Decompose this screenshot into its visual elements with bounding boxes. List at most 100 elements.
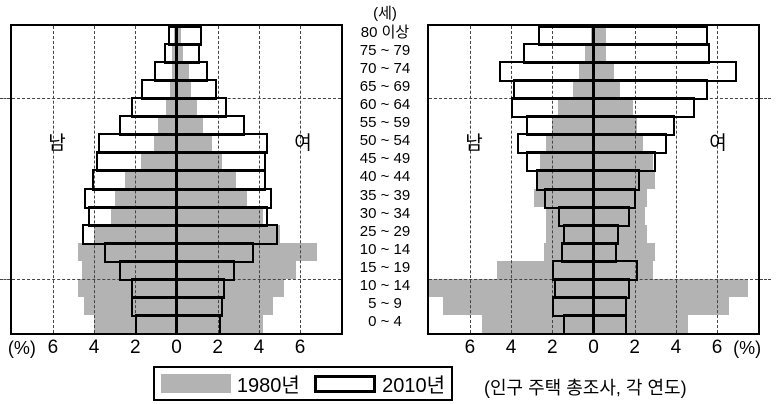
x-tick-label: 2 [130,337,141,358]
bar-1980-male-row11 [94,224,177,243]
bar-1980-male-row16 [482,314,594,333]
legend-swatch-2010 [313,374,377,393]
bar-1980-female-row14 [593,278,748,297]
bar-1980-male-row5 [552,116,594,135]
age-group-label: 40 ~ 44 [359,168,411,186]
bar-1980-female-row0 [176,26,181,45]
x-tick-label: 6 [47,337,59,358]
vertical-gridline [52,26,54,333]
bar-1980-male-row4 [166,98,177,117]
x-tick-label: 6 [464,337,476,358]
age-group-label: 60 ~ 64 [359,96,411,114]
bar-1980-male-row3 [170,80,177,99]
bar-1980-male-row9 [533,188,594,207]
bar-1980-male-row10 [546,206,594,225]
bar-1980-female-row9 [176,188,247,207]
male-label-left-pyramid: 남 [48,133,66,154]
x-tick-label: 0 [588,337,599,358]
bar-1980-male-row5 [157,116,177,135]
bar-1980-female-row4 [176,98,198,117]
bar-2010-female-row16 [175,313,221,333]
age-group-label: 15 ~ 19 [359,258,411,276]
bar-1980-male-row1 [172,44,177,63]
legend-label-1980: 1980년 [236,375,300,397]
bar-1980-male-row1 [585,44,594,63]
bar-1980-female-row12 [593,242,656,261]
x-tick-label: 4 [670,337,682,358]
bar-1980-male-row6 [153,134,177,153]
bar-1980-female-row11 [593,224,648,243]
gridline-stub [760,98,771,99]
bar-1980-male-row7 [141,152,177,171]
gridline-stub [760,279,771,280]
bar-1980-female-row13 [176,260,296,279]
bar-1980-male-row15 [83,296,177,315]
bar-1980-male-row2 [579,62,594,81]
bar-1980-male-row2 [172,62,177,81]
bar-1980-female-row2 [593,62,615,81]
vertical-gridline [552,26,554,333]
bar-1980-female-row5 [593,116,637,135]
pyramid-right-plot: 남 여 [427,24,760,335]
age-group-label: 30 ~ 34 [359,204,411,222]
age-group-label: 5 ~ 9 [368,294,402,312]
bar-1980-male-row13 [81,260,177,279]
x-tick-label: 2 [212,337,223,358]
x-tick-label: 6 [711,337,723,358]
bar-1980-female-row8 [593,170,656,189]
bar-1980-male-row4 [558,98,594,117]
x-tick-label: 2 [629,337,640,358]
age-group-label: 25 ~ 29 [359,222,411,240]
bar-1980-female-row13 [593,260,654,279]
bar-1980-female-row16 [593,314,689,333]
bar-2010-female-row16 [592,313,628,333]
bar-1980-female-row7 [593,152,654,171]
vertical-gridline [717,26,719,333]
bar-1980-male-row13 [496,260,594,279]
bar-1980-male-row14 [77,278,177,297]
bar-1980-female-row15 [593,296,730,315]
bar-1980-female-row8 [176,170,237,189]
age-axis: 80 이상 75 ~ 79 70 ~ 74 65 ~ 69 60 ~ 64 55 ~ 59… [343,24,427,335]
bar-1980-male-row6 [546,134,594,153]
bar-1980-female-row2 [176,62,189,81]
legend-label-2010: 2010년 [382,375,445,397]
bar-1980-male-row12 [544,242,594,261]
bar-1980-female-row10 [593,206,645,225]
age-unit-label: (세) [373,5,397,22]
age-group-label: 35 ~ 39 [359,186,411,204]
percent-unit-label: (%) [7,338,36,358]
pyramid-right-plot-area [429,26,758,333]
age-group-label: 80 이상 [360,24,410,41]
bar-1980-female-row3 [176,80,191,99]
bar-1980-female-row1 [176,44,183,63]
center-axis-line [592,26,595,333]
bar-1980-male-row10 [110,206,177,225]
bar-1980-female-row5 [176,116,204,135]
source-note: (인구 주택 총조사, 각 연도) [484,378,687,398]
age-group-label: 0 ~ 4 [368,312,402,330]
bar-1980-male-row16 [94,314,177,333]
age-group-label: 45 ~ 49 [359,150,411,168]
bar-1980-male-row11 [546,224,594,243]
x-tick-label: 4 [253,337,265,358]
age-group-label: 70 ~ 74 [359,60,411,78]
age-group-label: 50 ~ 54 [359,132,411,150]
pyramid-left-plot: 남 여 [10,24,343,335]
gridline-stub [0,98,10,99]
bar-1980-male-row12 [77,242,177,261]
bar-1980-male-row8 [535,170,594,189]
vertical-gridline [511,26,513,333]
bar-1980-female-row0 [593,26,606,45]
bar-1980-female-row14 [176,278,284,297]
percent-unit-label: (%) [733,338,762,358]
x-tick-label: 4 [88,337,100,358]
bar-1980-male-row15 [443,296,594,315]
bar-2010-male-row16 [562,313,596,333]
bar-1980-female-row12 [176,242,317,261]
x-tick-label: 6 [294,337,306,358]
female-label-left-pyramid: 여 [294,133,312,154]
x-tick-label: 2 [547,337,558,358]
vertical-gridline [300,26,302,333]
vertical-gridline [675,26,677,333]
